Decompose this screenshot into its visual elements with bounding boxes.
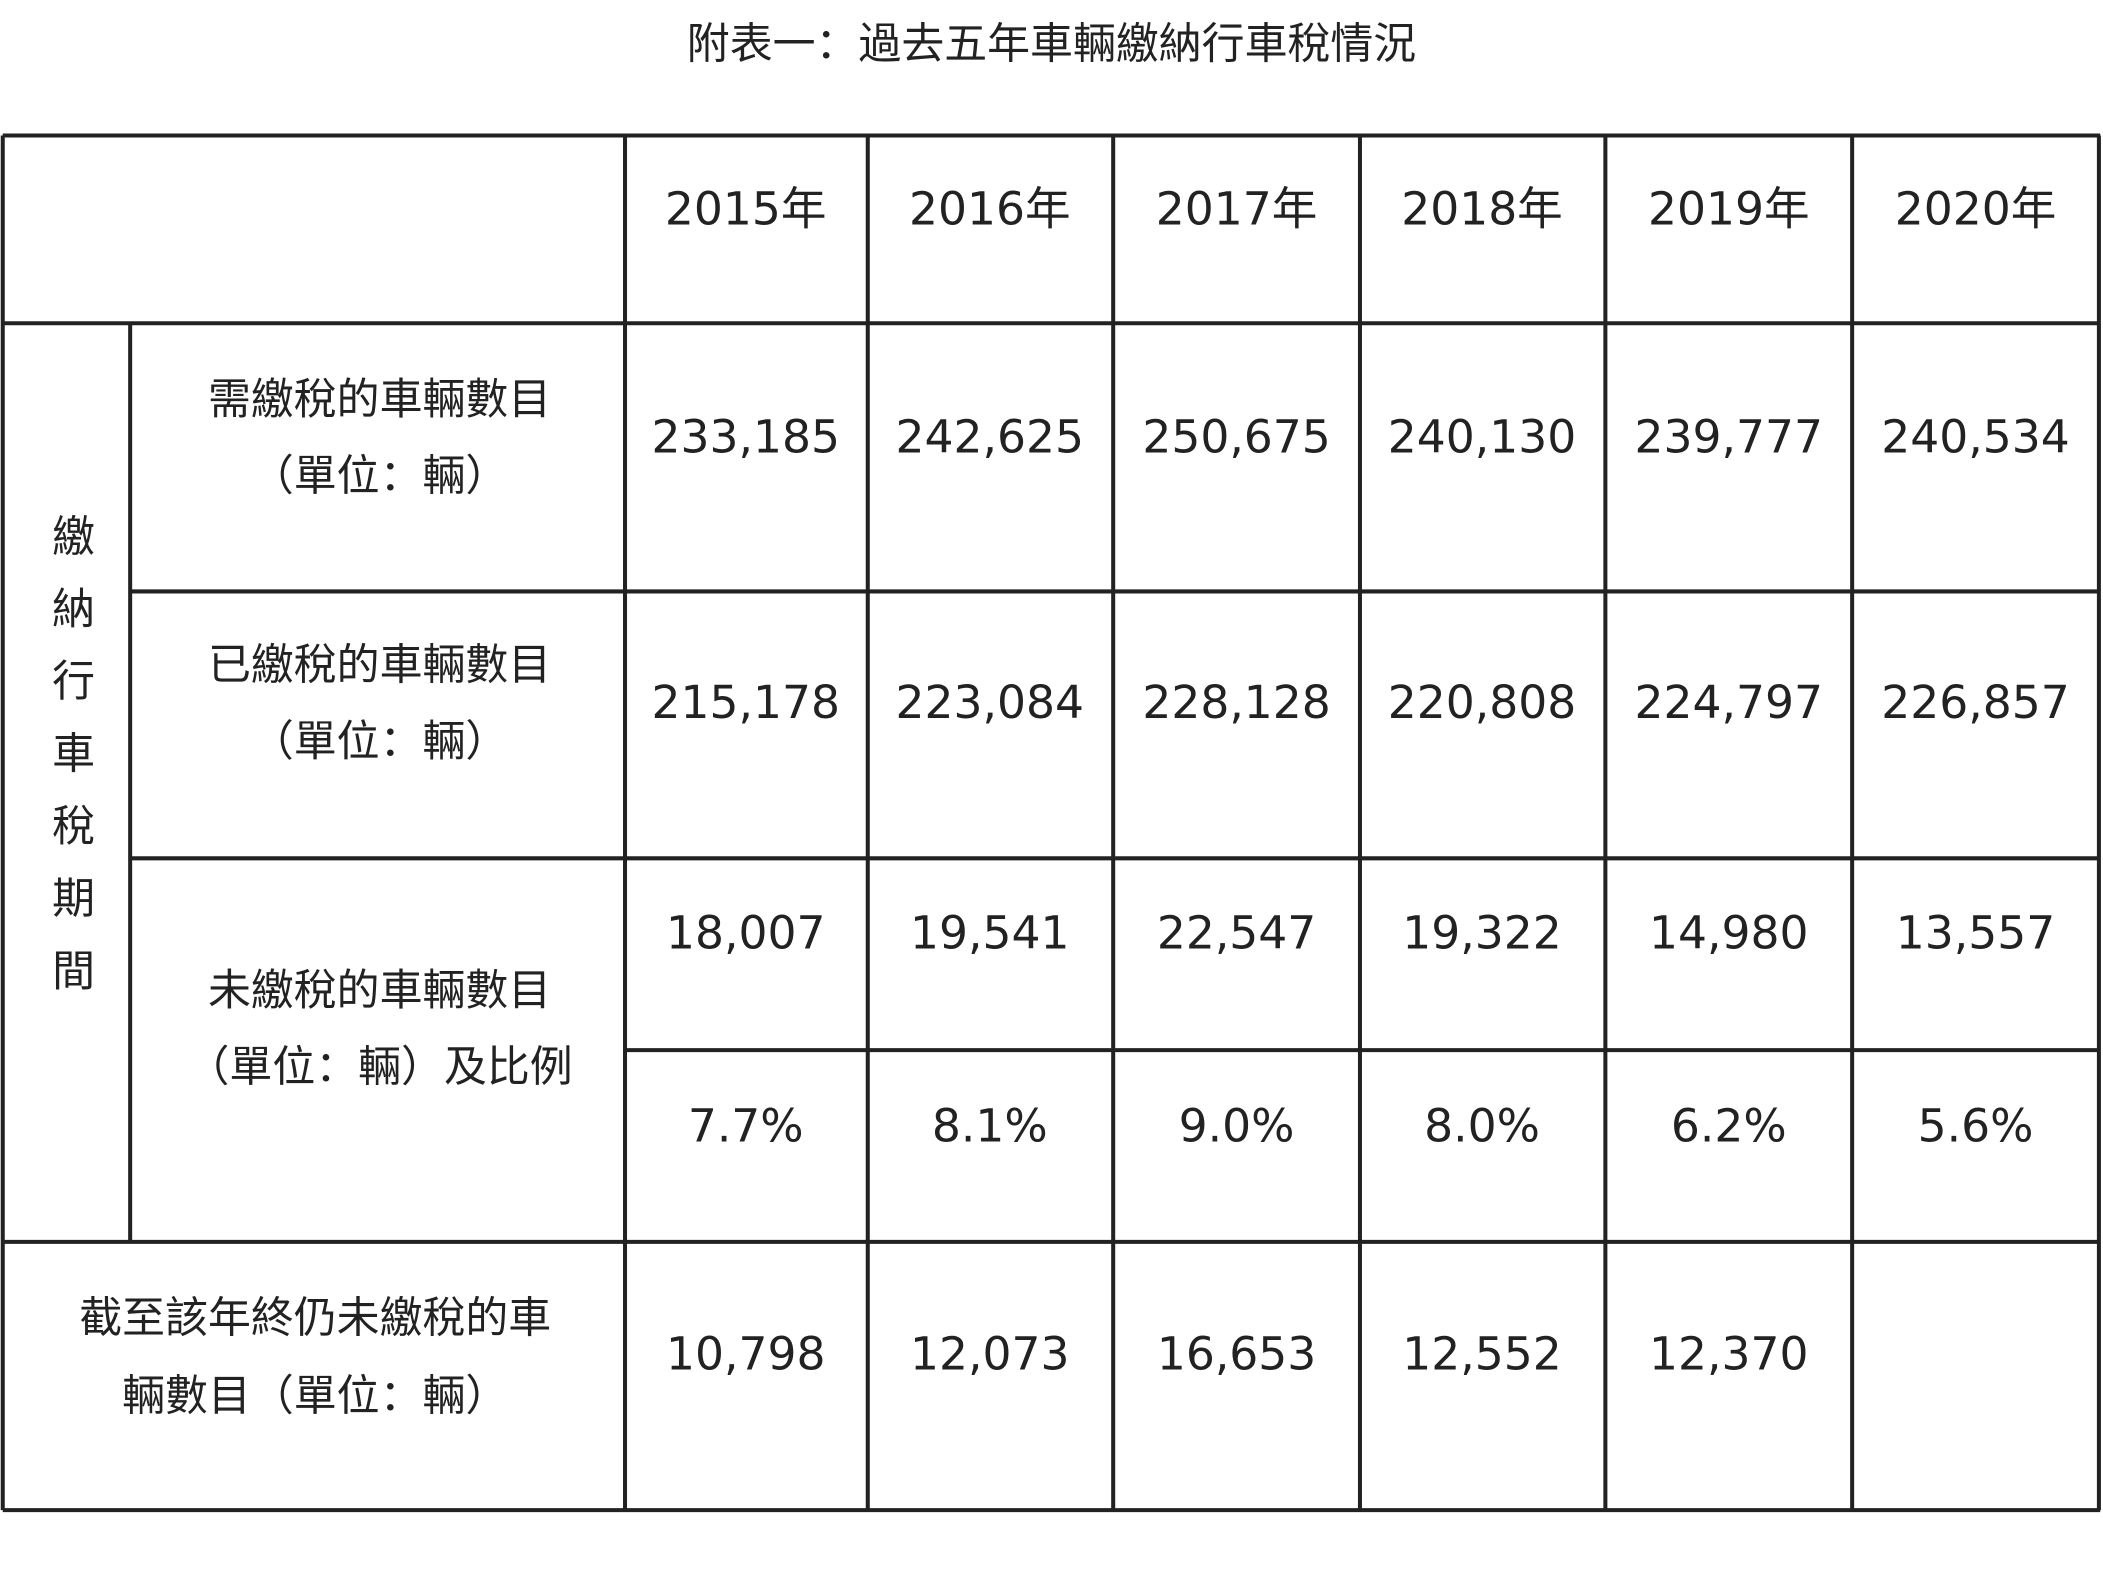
column-header: 2018年	[1401, 182, 1563, 235]
cell-value: 215,178	[651, 676, 839, 729]
cell-value: 250,675	[1142, 410, 1330, 463]
group-label: 繳納行車稅期間	[45, 514, 95, 1021]
table-title: 附表一：過去五年車輛繳納行車稅情況	[687, 19, 1416, 69]
row-label: 已繳稅的車輛數目	[208, 640, 551, 690]
cell-value: 16,653	[1157, 1328, 1316, 1381]
cell-value: 12,073	[910, 1328, 1069, 1381]
cell-value: 228,128	[1142, 676, 1330, 729]
column-header: 2019年	[1648, 182, 1810, 235]
cell-value: 10,798	[666, 1328, 825, 1381]
column-header: 2015年	[665, 182, 827, 235]
cell-value: 19,541	[910, 907, 1069, 960]
row-label: 輛數目（單位：輛）	[122, 1371, 508, 1421]
row-label: 未繳稅的車輛數目	[208, 966, 551, 1016]
table-grid	[0, 133, 2101, 1513]
row-label: 需繳稅的車輛數目	[208, 375, 551, 425]
cell-ratio: 5.6%	[1918, 1100, 2034, 1153]
row-label: （單位：輛）	[251, 451, 508, 501]
cell-ratio: 7.7%	[688, 1100, 804, 1153]
cell-value: 220,808	[1388, 676, 1576, 729]
cell-value: 223,084	[896, 676, 1084, 729]
column-header: 2016年	[909, 182, 1071, 235]
cell-value: 242,625	[896, 410, 1084, 463]
row-label: （單位：輛）及比例	[187, 1043, 573, 1093]
cell-value: 22,547	[1157, 907, 1316, 960]
cell-ratio: 6.2%	[1671, 1100, 1787, 1153]
cell-value: 14,980	[1649, 907, 1808, 960]
cell-value: 240,130	[1388, 410, 1576, 463]
cell-value: 19,322	[1402, 907, 1561, 960]
cell-value: 240,534	[1881, 410, 2069, 463]
column-header: 2017年	[1156, 182, 1318, 235]
cell-value: 233,185	[651, 410, 839, 463]
column-header: 2020年	[1895, 182, 2057, 235]
cell-value: 226,857	[1881, 676, 2069, 729]
cell-value: 12,370	[1649, 1328, 1808, 1381]
cell-ratio: 8.1%	[932, 1100, 1048, 1153]
row-label: （單位：輛）	[251, 717, 508, 767]
cell-value: 239,777	[1635, 410, 1823, 463]
cell-value: 18,007	[666, 907, 825, 960]
cell-value: 12,552	[1402, 1328, 1561, 1381]
row-label: 截至該年終仍未繳稅的車	[79, 1293, 551, 1343]
cell-ratio: 8.0%	[1424, 1100, 1540, 1153]
cell-ratio: 9.0%	[1179, 1100, 1295, 1153]
cell-value: 13,557	[1896, 907, 2055, 960]
cell-value: 224,797	[1635, 676, 1823, 729]
